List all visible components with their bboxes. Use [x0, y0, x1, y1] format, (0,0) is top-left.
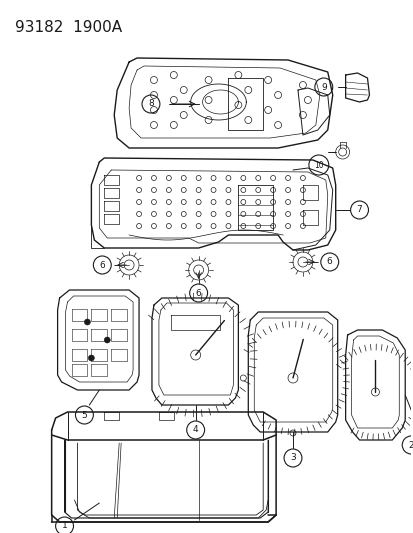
Text: 9: 9: [320, 83, 326, 92]
Circle shape: [104, 337, 110, 343]
Circle shape: [84, 319, 90, 325]
Text: 4: 4: [192, 425, 198, 434]
Text: 2: 2: [407, 440, 413, 449]
Text: 8: 8: [148, 100, 154, 109]
Text: 6: 6: [326, 257, 332, 266]
Text: 1: 1: [62, 521, 67, 530]
Text: 5: 5: [81, 410, 87, 419]
Text: 7: 7: [356, 206, 361, 214]
Text: 10: 10: [313, 160, 323, 169]
Text: 6: 6: [195, 288, 201, 297]
Circle shape: [88, 355, 94, 361]
Text: 93182  1900A: 93182 1900A: [15, 20, 122, 35]
Text: 3: 3: [290, 454, 295, 463]
Text: 6: 6: [99, 261, 105, 270]
